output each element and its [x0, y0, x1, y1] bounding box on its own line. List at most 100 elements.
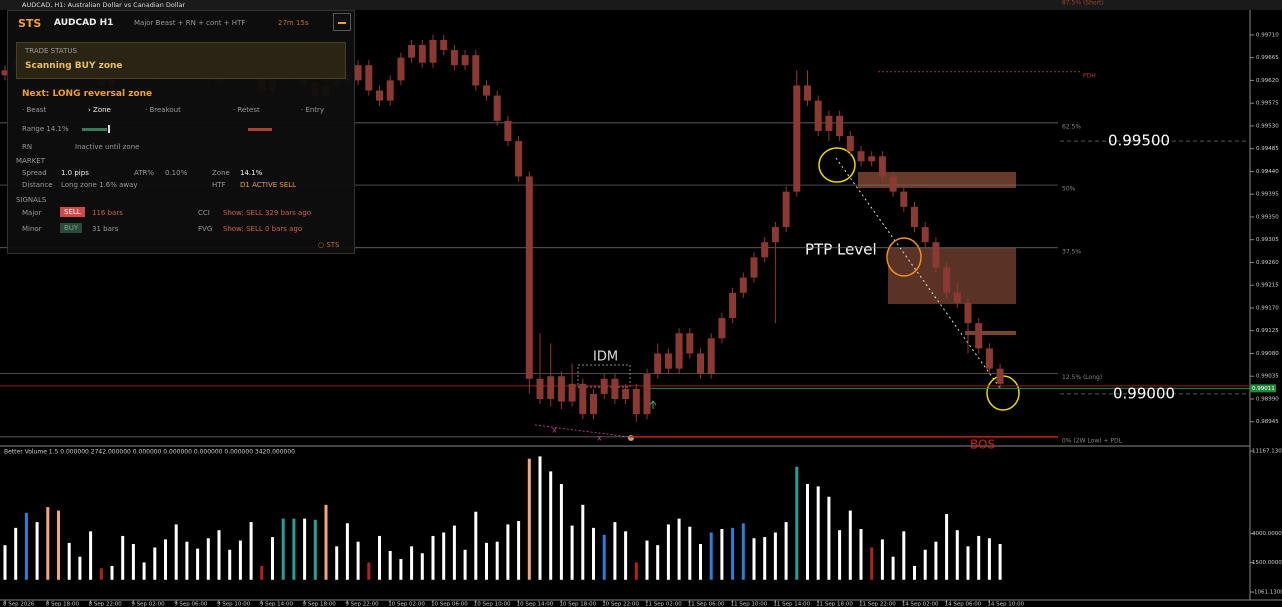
volume-bar	[121, 535, 125, 580]
volume-bar	[3, 545, 7, 580]
y-tick-label: 0.98990	[1256, 396, 1279, 402]
volume-bar	[859, 529, 863, 580]
footer: ○ STS	[318, 241, 340, 249]
y-tick-label: 0.98945	[1256, 419, 1279, 425]
volume-bar	[666, 524, 670, 580]
x-tick-label: 14 Sep 06:00	[945, 602, 982, 607]
x-tick-label: 9 Sep 02:00	[131, 602, 165, 607]
label: FVG	[198, 225, 213, 233]
candle-body	[365, 65, 373, 91]
candle-body	[643, 373, 651, 415]
x-tick-label: 11 Sep 14:00	[773, 602, 810, 607]
x-tick-label: 8 Sep 22:00	[89, 602, 123, 607]
candle-body	[675, 333, 683, 369]
y-tick-label: 0.99575	[1256, 101, 1279, 107]
volume-bar	[624, 531, 628, 580]
path-line	[835, 157, 1001, 389]
candle-body	[664, 353, 672, 369]
volume-bar	[634, 562, 638, 580]
label: Major	[22, 209, 42, 217]
label: Minor	[22, 225, 42, 233]
price-tag-label: 0.99011	[1252, 386, 1275, 392]
volume-bar	[592, 527, 595, 580]
value: D1 ACTIVE SELL	[240, 181, 297, 189]
x-tick-label: 8 Sep 2026	[3, 602, 35, 607]
candle-body	[590, 393, 597, 415]
arrow-up	[649, 400, 657, 409]
volume-bar	[559, 484, 563, 580]
volume-bar	[538, 456, 542, 580]
volume-bar	[977, 535, 981, 580]
x-tick-label: 11 Sep 10:00	[731, 602, 768, 607]
volume-bar	[838, 530, 842, 580]
volume-bar	[806, 484, 809, 580]
label: Spread	[22, 169, 47, 177]
volume-bar	[388, 550, 392, 580]
minimize-button[interactable]	[333, 13, 351, 31]
volume-bar	[795, 466, 799, 580]
candle-body	[376, 90, 383, 101]
volume-bar	[645, 540, 649, 580]
volume-bar	[78, 556, 82, 580]
sts-panel: STS AUDCAD H1 Major Beast + RN + cont + …	[7, 10, 355, 254]
candle-body	[889, 176, 897, 192]
x-tick-label: 11 Sep 02:00	[645, 602, 682, 607]
candle-body	[953, 292, 961, 303]
candle-body	[985, 348, 993, 369]
volume-bar	[196, 548, 200, 580]
volume-bar	[131, 544, 135, 580]
x-tick-label: 9 Sep 18:00	[303, 602, 337, 607]
candle-body	[814, 100, 822, 131]
x-tick-label: 11 Sep 18:00	[816, 602, 853, 607]
structure-line	[534, 424, 631, 438]
candle-body	[461, 55, 469, 66]
brand: STS	[18, 17, 42, 30]
x-tick-label: 9 Sep 10:00	[217, 602, 251, 607]
label: Zone	[212, 169, 230, 177]
volume-bar	[303, 518, 307, 580]
value: 116 bars	[92, 209, 123, 217]
volume-bar	[260, 565, 264, 580]
symbol: AUDCAD H1	[54, 18, 114, 28]
volume-bar	[271, 537, 274, 580]
volume-bar	[442, 532, 446, 580]
y-tick-label: 0.99710	[1256, 32, 1279, 38]
volume-bar	[474, 511, 478, 580]
volume-bar	[934, 541, 938, 580]
pdh-label: PDH	[1083, 72, 1096, 79]
volume-bar	[67, 542, 71, 580]
indicator-title: Better Volume 1.5 0.000000 2742.000000 0…	[4, 449, 295, 456]
zone-box	[965, 331, 1016, 335]
volume-bar	[773, 532, 777, 580]
x-tick-label: 10 Sep 14:00	[517, 602, 554, 607]
status: Scanning BUY zone	[25, 61, 123, 71]
candle-body	[483, 85, 490, 96]
volume-bar	[110, 565, 114, 580]
volume-bar	[699, 544, 702, 580]
volume-bar	[335, 546, 339, 580]
candle-body	[782, 191, 790, 228]
candle-body	[739, 277, 747, 293]
volume-bar	[463, 549, 467, 580]
candle-body	[547, 376, 555, 399]
y-tick-label: 11167.1300	[1252, 449, 1282, 455]
candle-body	[825, 115, 833, 131]
x-tick-label: 14 Sep 10:00	[987, 602, 1024, 607]
x-tick-label: 9 Sep 14:00	[260, 602, 294, 607]
timer: 27m 15s	[278, 19, 309, 27]
volume-bar	[848, 510, 852, 580]
x-tick-label: 11 Sep 22:00	[859, 602, 896, 607]
volume-bar	[324, 504, 328, 580]
volume-bar	[313, 519, 317, 580]
volume-bar	[378, 535, 381, 580]
y-tick-label: 0.99440	[1256, 169, 1279, 175]
candle-body	[964, 302, 972, 324]
candle-body	[718, 318, 726, 339]
candle-body	[707, 338, 715, 374]
volume-bar	[14, 527, 18, 580]
volume-bar	[249, 522, 253, 580]
candle-body	[504, 120, 512, 142]
candle-body	[996, 368, 1004, 384]
value: 1.0 pips	[61, 169, 89, 177]
y-tick-label: 0.99305	[1256, 237, 1279, 243]
